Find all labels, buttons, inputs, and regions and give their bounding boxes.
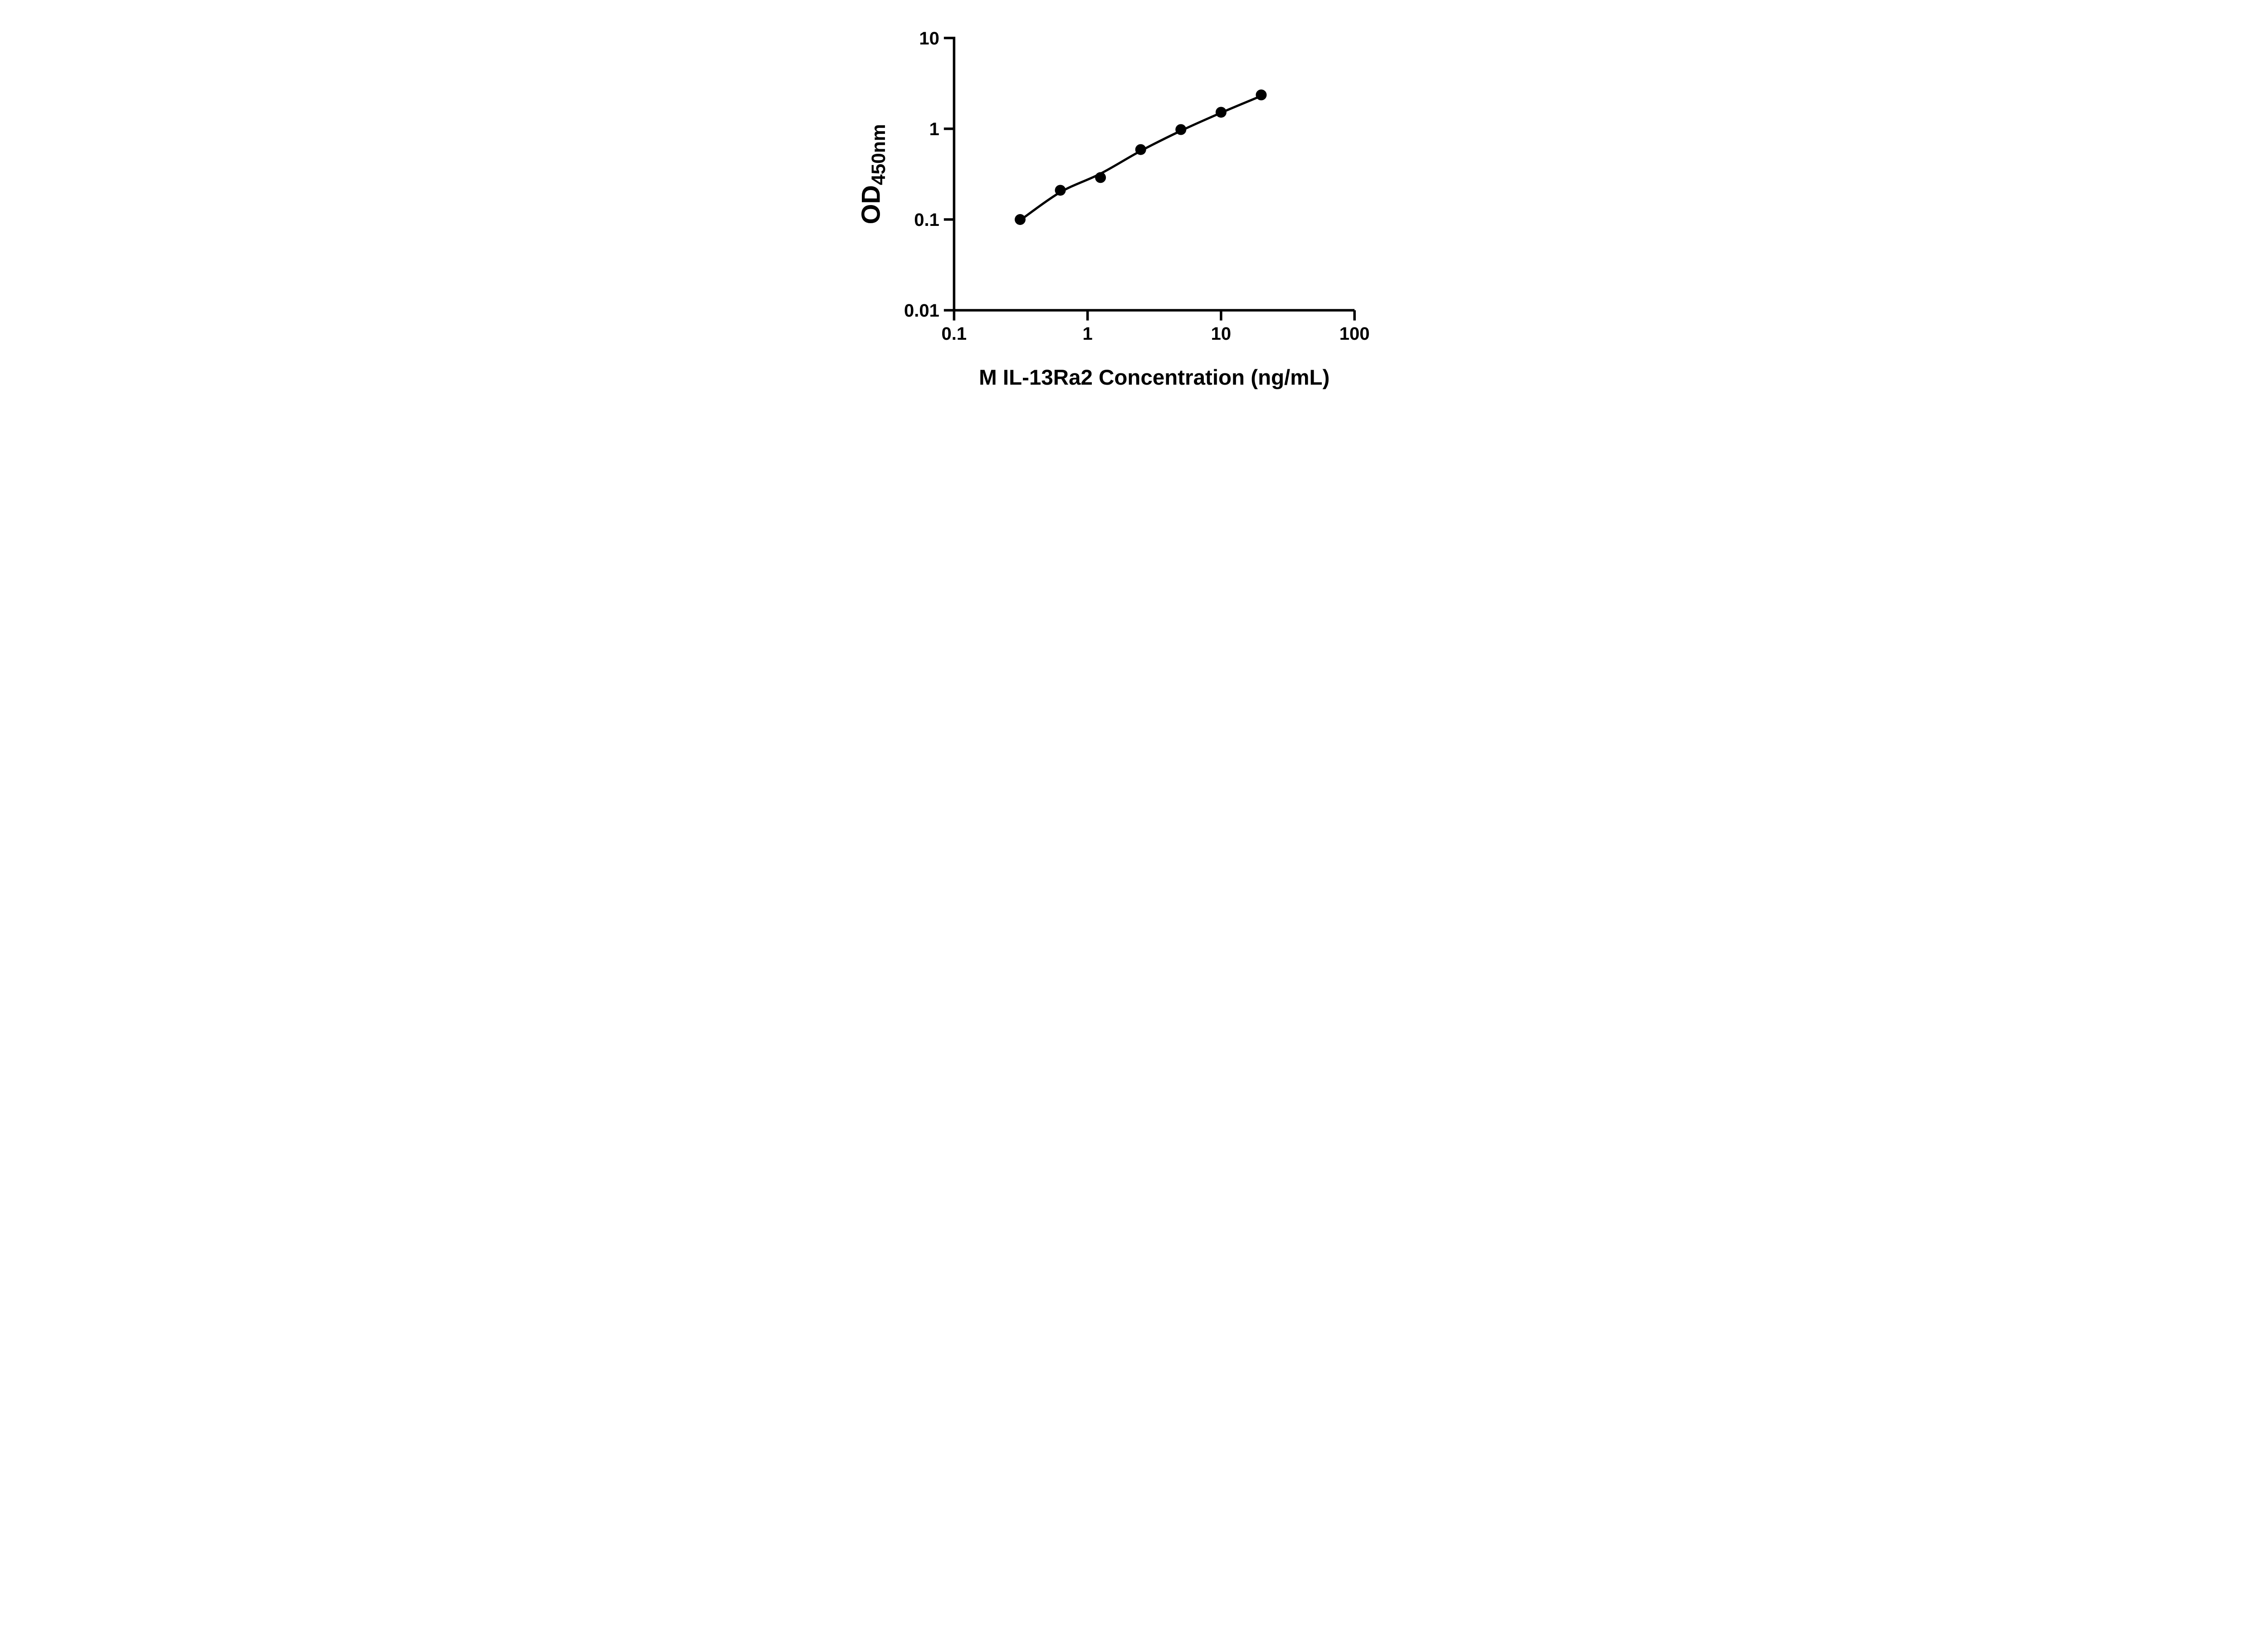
x-axis-title: M IL-13Ra2 Concentration (ng/mL) (979, 366, 1330, 390)
elisa-standard-curve-figure: 0.01 0.1 1 10 0.1 1 10 100 M IL-13Ra2 Concentrat… (842, 0, 1426, 409)
y-axis-title-subscript: 450nm (868, 124, 890, 185)
x-tick-label: 10 (1211, 324, 1232, 344)
y-axis-title: OD450nm (857, 124, 890, 224)
data-point (1014, 214, 1026, 225)
x-tick-label: 1 (1083, 324, 1093, 344)
data-point (1055, 185, 1066, 196)
y-tick-label: 0.1 (914, 210, 939, 230)
data-point (1135, 144, 1146, 155)
data-point (1095, 172, 1106, 183)
y-tick-label: 1 (929, 119, 939, 139)
data-point (1215, 107, 1227, 118)
y-tick-label: 0.01 (904, 301, 939, 321)
y-tick-label: 10 (919, 29, 939, 49)
x-tick-label: 100 (1339, 324, 1370, 344)
data-point (1256, 89, 1267, 101)
data-point (1175, 124, 1187, 135)
x-tick-label: 0.1 (942, 324, 967, 344)
